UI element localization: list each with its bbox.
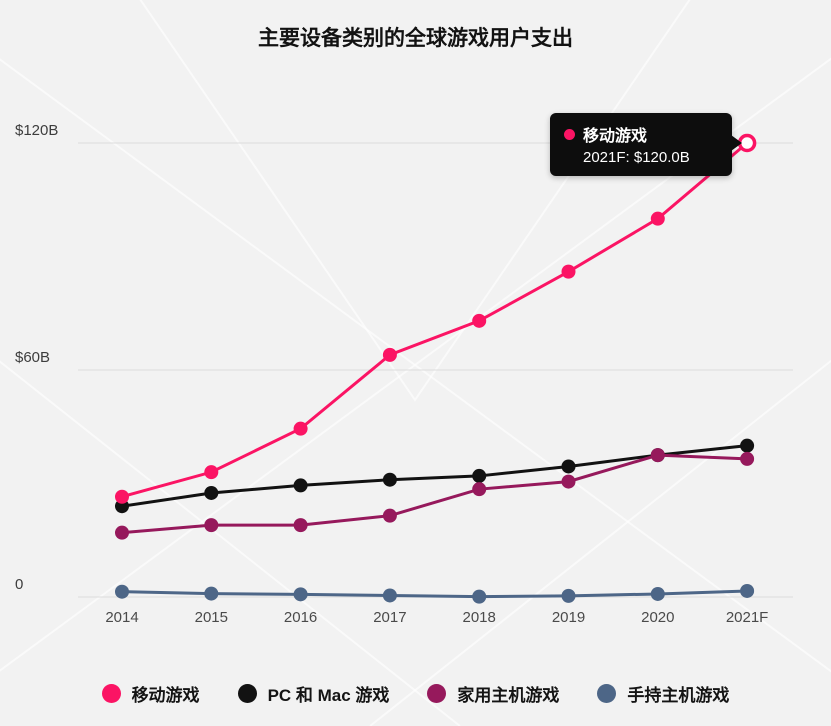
data-point[interactable] bbox=[382, 508, 397, 523]
data-point[interactable] bbox=[472, 589, 487, 604]
series-line-0 bbox=[121, 141, 749, 499]
data-point[interactable] bbox=[740, 583, 755, 598]
legend-item-1[interactable]: PC 和 Mac 游戏 bbox=[237, 681, 390, 706]
x-axis-tick-label: 2019 bbox=[552, 609, 585, 626]
tooltip-value: 2021F: $120.0B bbox=[583, 149, 690, 166]
data-point[interactable] bbox=[293, 587, 308, 602]
data-point[interactable] bbox=[115, 489, 129, 504]
data-point[interactable] bbox=[204, 586, 219, 601]
data-point[interactable] bbox=[472, 482, 487, 497]
legend-item-3[interactable]: 手持主机游戏 bbox=[597, 681, 729, 706]
legend-label: 手持主机游戏 bbox=[627, 686, 730, 705]
data-point[interactable] bbox=[561, 264, 576, 279]
x-axis-tick-label: 2021F bbox=[726, 609, 769, 626]
tooltip-pointer bbox=[731, 135, 742, 151]
data-point[interactable] bbox=[382, 588, 397, 603]
legend-dot bbox=[101, 684, 121, 703]
x-axis-tick-label: 2016 bbox=[284, 609, 317, 626]
y-axis-tick-label: $60B bbox=[15, 349, 50, 366]
series-line-3 bbox=[121, 589, 748, 599]
legend-item-2[interactable]: 家用主机游戏 bbox=[427, 681, 559, 706]
legend-label: 移动游戏 bbox=[131, 686, 200, 705]
data-point[interactable] bbox=[561, 474, 576, 489]
legend: 移动游戏 PC 和 Mac 游戏 家用主机游戏 手持主机游戏 bbox=[0, 681, 831, 706]
x-axis-tick-label: 2014 bbox=[105, 609, 138, 626]
legend-dot bbox=[237, 684, 257, 703]
data-point[interactable] bbox=[382, 472, 397, 487]
data-point[interactable] bbox=[115, 584, 129, 599]
data-point[interactable] bbox=[472, 313, 487, 328]
data-point[interactable] bbox=[650, 211, 665, 226]
data-point[interactable] bbox=[382, 347, 397, 362]
tooltip: 移动游戏 2021F: $120.0B bbox=[550, 113, 742, 176]
data-point[interactable] bbox=[650, 448, 665, 463]
data-point[interactable] bbox=[204, 485, 219, 500]
chart-title: 主要设备类别的全球游戏用户支出 bbox=[258, 27, 573, 50]
data-point[interactable] bbox=[561, 588, 576, 603]
data-point[interactable] bbox=[293, 518, 308, 533]
x-axis-tick-label: 2018 bbox=[463, 609, 496, 626]
y-axis-tick-label: 0 bbox=[15, 576, 23, 593]
y-axis-tick-label: $120B bbox=[15, 122, 58, 139]
data-point[interactable] bbox=[204, 465, 219, 480]
data-point[interactable] bbox=[561, 459, 576, 474]
data-point[interactable] bbox=[650, 586, 665, 601]
legend-item-0[interactable]: 移动游戏 bbox=[101, 681, 200, 706]
series-line-1 bbox=[121, 444, 748, 508]
data-point[interactable] bbox=[115, 525, 129, 540]
data-point[interactable] bbox=[293, 478, 308, 493]
legend-dot bbox=[427, 684, 447, 703]
x-axis-tick-label: 2020 bbox=[641, 609, 674, 626]
data-point[interactable] bbox=[740, 451, 755, 466]
tooltip-series-dot bbox=[564, 128, 575, 140]
legend-label: PC 和 Mac 游戏 bbox=[267, 686, 390, 705]
legend-dot bbox=[597, 684, 617, 703]
x-axis-tick-label: 2017 bbox=[373, 609, 406, 626]
data-point[interactable] bbox=[204, 518, 219, 533]
x-axis-tick-label: 2015 bbox=[195, 609, 228, 626]
series-line-2 bbox=[121, 453, 748, 535]
data-point[interactable] bbox=[740, 438, 755, 453]
tooltip-series-name: 移动游戏 bbox=[583, 128, 648, 145]
data-point[interactable] bbox=[293, 421, 308, 436]
legend-label: 家用主机游戏 bbox=[457, 686, 560, 705]
data-point[interactable] bbox=[472, 468, 487, 483]
